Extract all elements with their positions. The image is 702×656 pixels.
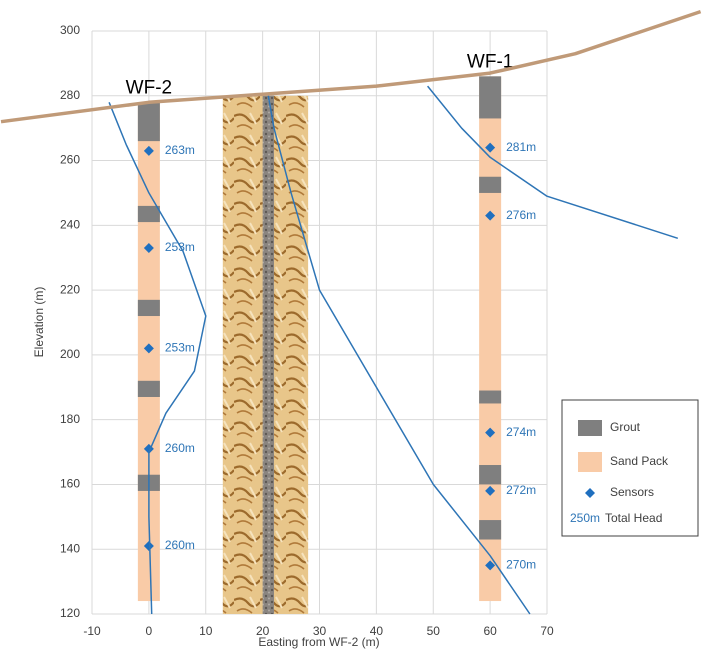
legend-label: Grout bbox=[610, 420, 641, 434]
sensor bbox=[485, 210, 496, 221]
sensor-label: 260m bbox=[165, 441, 195, 455]
x-tick-label: 0 bbox=[146, 624, 153, 638]
sensor bbox=[143, 540, 154, 551]
grout bbox=[479, 520, 502, 540]
ground-surface bbox=[0, 9, 702, 124]
y-tick-label: 180 bbox=[60, 412, 80, 426]
x-tick-label: 50 bbox=[427, 624, 441, 638]
x-tick-label: 30 bbox=[313, 624, 327, 638]
grout bbox=[479, 176, 502, 193]
sensor-label: 272m bbox=[506, 483, 536, 497]
x-tick-label: -10 bbox=[83, 624, 101, 638]
sensor-label: 263m bbox=[165, 143, 195, 157]
grout bbox=[479, 76, 502, 119]
head-line bbox=[267, 95, 531, 615]
sensor-label: 276m bbox=[506, 208, 536, 222]
sensor-label: 260m bbox=[165, 538, 195, 552]
sensor-label: 253m bbox=[165, 341, 195, 355]
well-label: WF-2 bbox=[126, 77, 172, 98]
x-tick-label: 10 bbox=[199, 624, 213, 638]
y-tick-label: 260 bbox=[60, 153, 80, 167]
y-tick-label: 160 bbox=[60, 477, 80, 491]
legend-label: Sand Pack bbox=[610, 454, 669, 468]
y-tick-label: 300 bbox=[60, 23, 80, 37]
y-tick-label: 240 bbox=[60, 218, 80, 232]
legend-label: 250m bbox=[570, 511, 600, 525]
y-tick-label: 200 bbox=[60, 347, 80, 361]
grout bbox=[479, 390, 502, 404]
sensor bbox=[143, 243, 154, 254]
sensor bbox=[485, 560, 496, 571]
sensor bbox=[143, 343, 154, 354]
fault-core bbox=[262, 95, 274, 615]
sensor-label: 281m bbox=[506, 140, 536, 154]
y-tick-label: 140 bbox=[60, 541, 80, 555]
x-tick-label: 40 bbox=[370, 624, 384, 638]
sensor bbox=[485, 142, 496, 153]
head-line bbox=[427, 85, 679, 240]
sensor bbox=[143, 145, 154, 156]
y-tick-label: 220 bbox=[60, 282, 80, 296]
grout bbox=[137, 380, 160, 397]
sensor bbox=[485, 427, 496, 438]
grout bbox=[137, 299, 160, 317]
sensor-label: 274m bbox=[506, 425, 536, 439]
head-line bbox=[108, 102, 207, 615]
legend-swatch bbox=[585, 488, 595, 498]
legend-swatch bbox=[578, 452, 602, 472]
well-label: WF-1 bbox=[467, 51, 513, 72]
legend: Grout Sand Pack Sensors 250m Total Head bbox=[561, 399, 699, 537]
grout bbox=[137, 102, 160, 142]
y-axis-title: Elevation (m) bbox=[32, 287, 46, 358]
y-tick-label: 120 bbox=[60, 606, 80, 620]
grout bbox=[479, 465, 502, 485]
y-tick-label: 280 bbox=[60, 88, 80, 102]
x-tick-label: 20 bbox=[256, 624, 270, 638]
x-tick-label: 70 bbox=[540, 624, 554, 638]
grout bbox=[137, 205, 160, 223]
sensor bbox=[485, 485, 496, 496]
sensor-label: 270m bbox=[506, 558, 536, 572]
legend-label: Total Head bbox=[605, 511, 662, 525]
x-axis-title: Easting from WF-2 (m) bbox=[258, 635, 379, 649]
legend-label: Sensors bbox=[610, 485, 654, 499]
legend-swatch bbox=[578, 420, 602, 436]
x-tick-label: 60 bbox=[483, 624, 497, 638]
